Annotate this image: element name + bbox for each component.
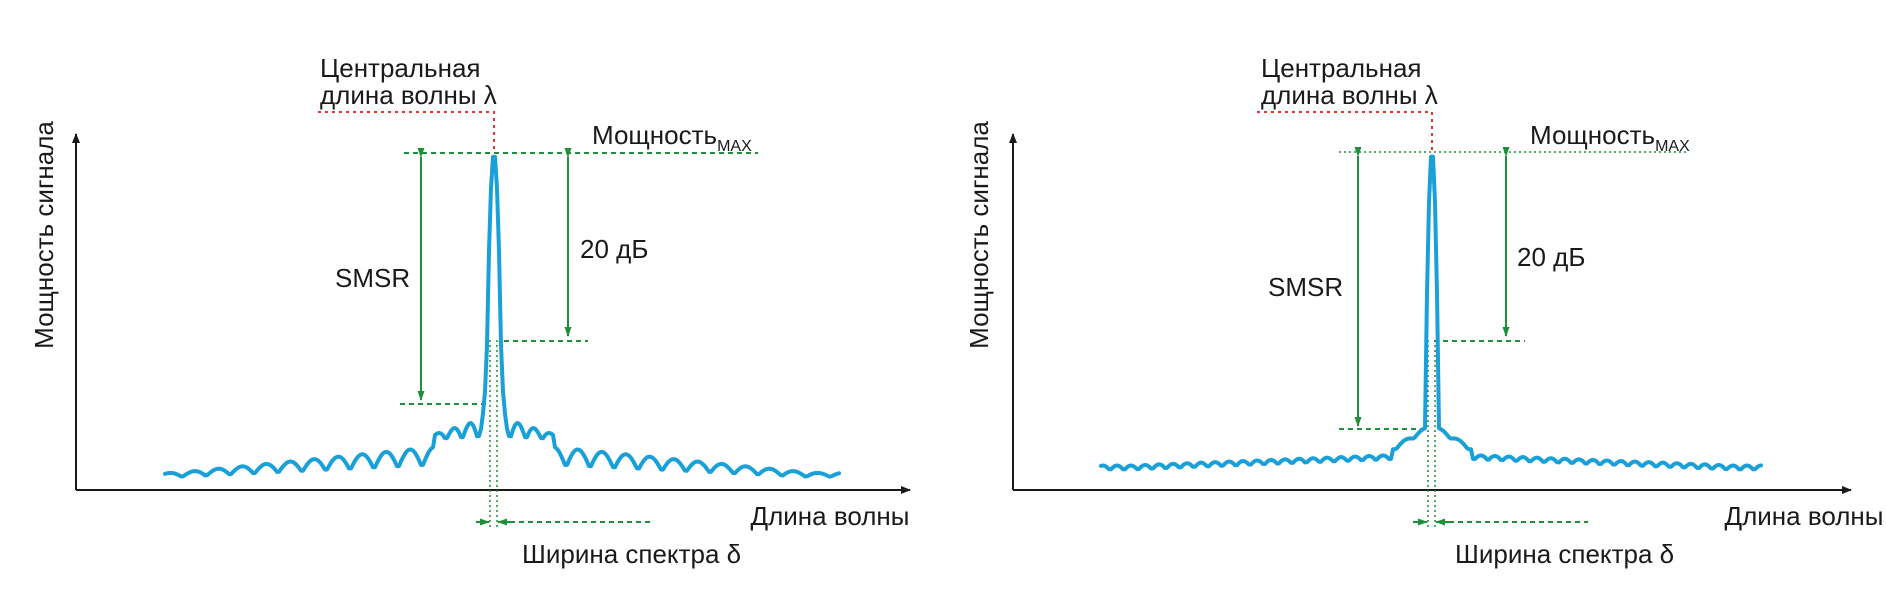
x-axis-label: Длина волны xyxy=(1725,501,1884,531)
db20-label: 20 дБ xyxy=(1517,242,1585,272)
y-axis-label: Мощность сигнала xyxy=(29,121,59,349)
db20-label: 20 дБ xyxy=(580,234,648,264)
y-axis-label: Мощность сигнала xyxy=(964,121,994,349)
power-max-subscript: MAX xyxy=(1655,138,1690,155)
center-wavelength-label-line2: длина волны λ xyxy=(320,80,497,110)
center-wavelength-label-line2: длина волны λ xyxy=(1261,80,1438,110)
power-max-label: МощностьMAX xyxy=(1530,120,1690,155)
spectral-width-label: Ширина спектра δ xyxy=(1455,539,1674,569)
center-wavelength-label-line1: Центральная xyxy=(1261,53,1422,83)
power-max-subscript: MAX xyxy=(717,138,752,155)
left-spectrum-diagram: Мощность сигнала Длина волны Центральная… xyxy=(29,53,911,569)
center-wavelength-label-line1: Центральная xyxy=(320,53,481,83)
power-max-label: МощностьMAX xyxy=(592,120,752,155)
multimode-spectrum-curve xyxy=(163,154,841,479)
right-spectrum-diagram: Мощность сигнала Длина волны Центральная… xyxy=(964,53,1884,569)
center-wavelength-guide xyxy=(318,111,495,153)
center-wavelength-guide xyxy=(1257,111,1433,151)
power-max-main: Мощность xyxy=(592,120,717,150)
smsr-label: SMSR xyxy=(335,263,410,293)
spectral-width-label: Ширина спектра δ xyxy=(522,539,741,569)
x-axis-label: Длина волны xyxy=(751,501,910,531)
single-mode-spectrum-curve xyxy=(1099,154,1763,472)
smsr-label: SMSR xyxy=(1268,272,1343,302)
power-max-main: Мощность xyxy=(1530,120,1655,150)
